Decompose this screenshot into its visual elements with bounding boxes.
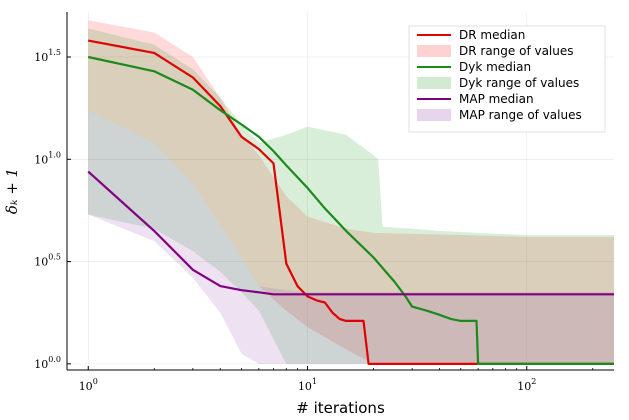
legend-swatch-dyk-range-of-values [417, 77, 451, 89]
legend-label-dr-median: DR median [459, 28, 525, 42]
legend: DR median DR range of values Dyk median Dyk… [408, 25, 606, 133]
y-tick-label: 101.0 [34, 150, 61, 166]
legend-swatch-dr-range-of-values [417, 45, 451, 57]
line-dr-median [87, 39, 614, 365]
legend-box [408, 25, 606, 133]
median-lines [87, 39, 614, 365]
x-tick-label: 101 [298, 377, 317, 393]
legend-swatch-map-range-of-values [417, 109, 451, 121]
y-tick-label: 100.5 [34, 253, 61, 269]
band-map-range-of-values [88, 110, 614, 364]
band-dyk-range-of-values [88, 28, 614, 364]
line-map-median [87, 170, 614, 296]
legend-label-dr-range-of-values: DR range of values [459, 44, 574, 58]
x-tick-label: 100 [79, 377, 98, 393]
legend-label-dyk-median: Dyk median [459, 60, 531, 74]
axes: 100 101 102 100.0 100.5 101.0 101.5 # iteration… [3, 12, 614, 417]
line-dyk-median [87, 55, 614, 365]
y-tick-label: 100.0 [34, 355, 61, 371]
y-axis-label: δₖ + 1 [3, 168, 21, 214]
legend-label-dyk-range-of-values: Dyk range of values [459, 76, 579, 90]
legend-label-map-range-of-values: MAP range of values [459, 108, 582, 122]
legend-label-map-median: MAP median [459, 92, 534, 106]
x-axis-label: # iterations [296, 399, 385, 417]
x-tick-label: 102 [517, 377, 536, 393]
y-tick-label: 101.5 [34, 48, 61, 64]
